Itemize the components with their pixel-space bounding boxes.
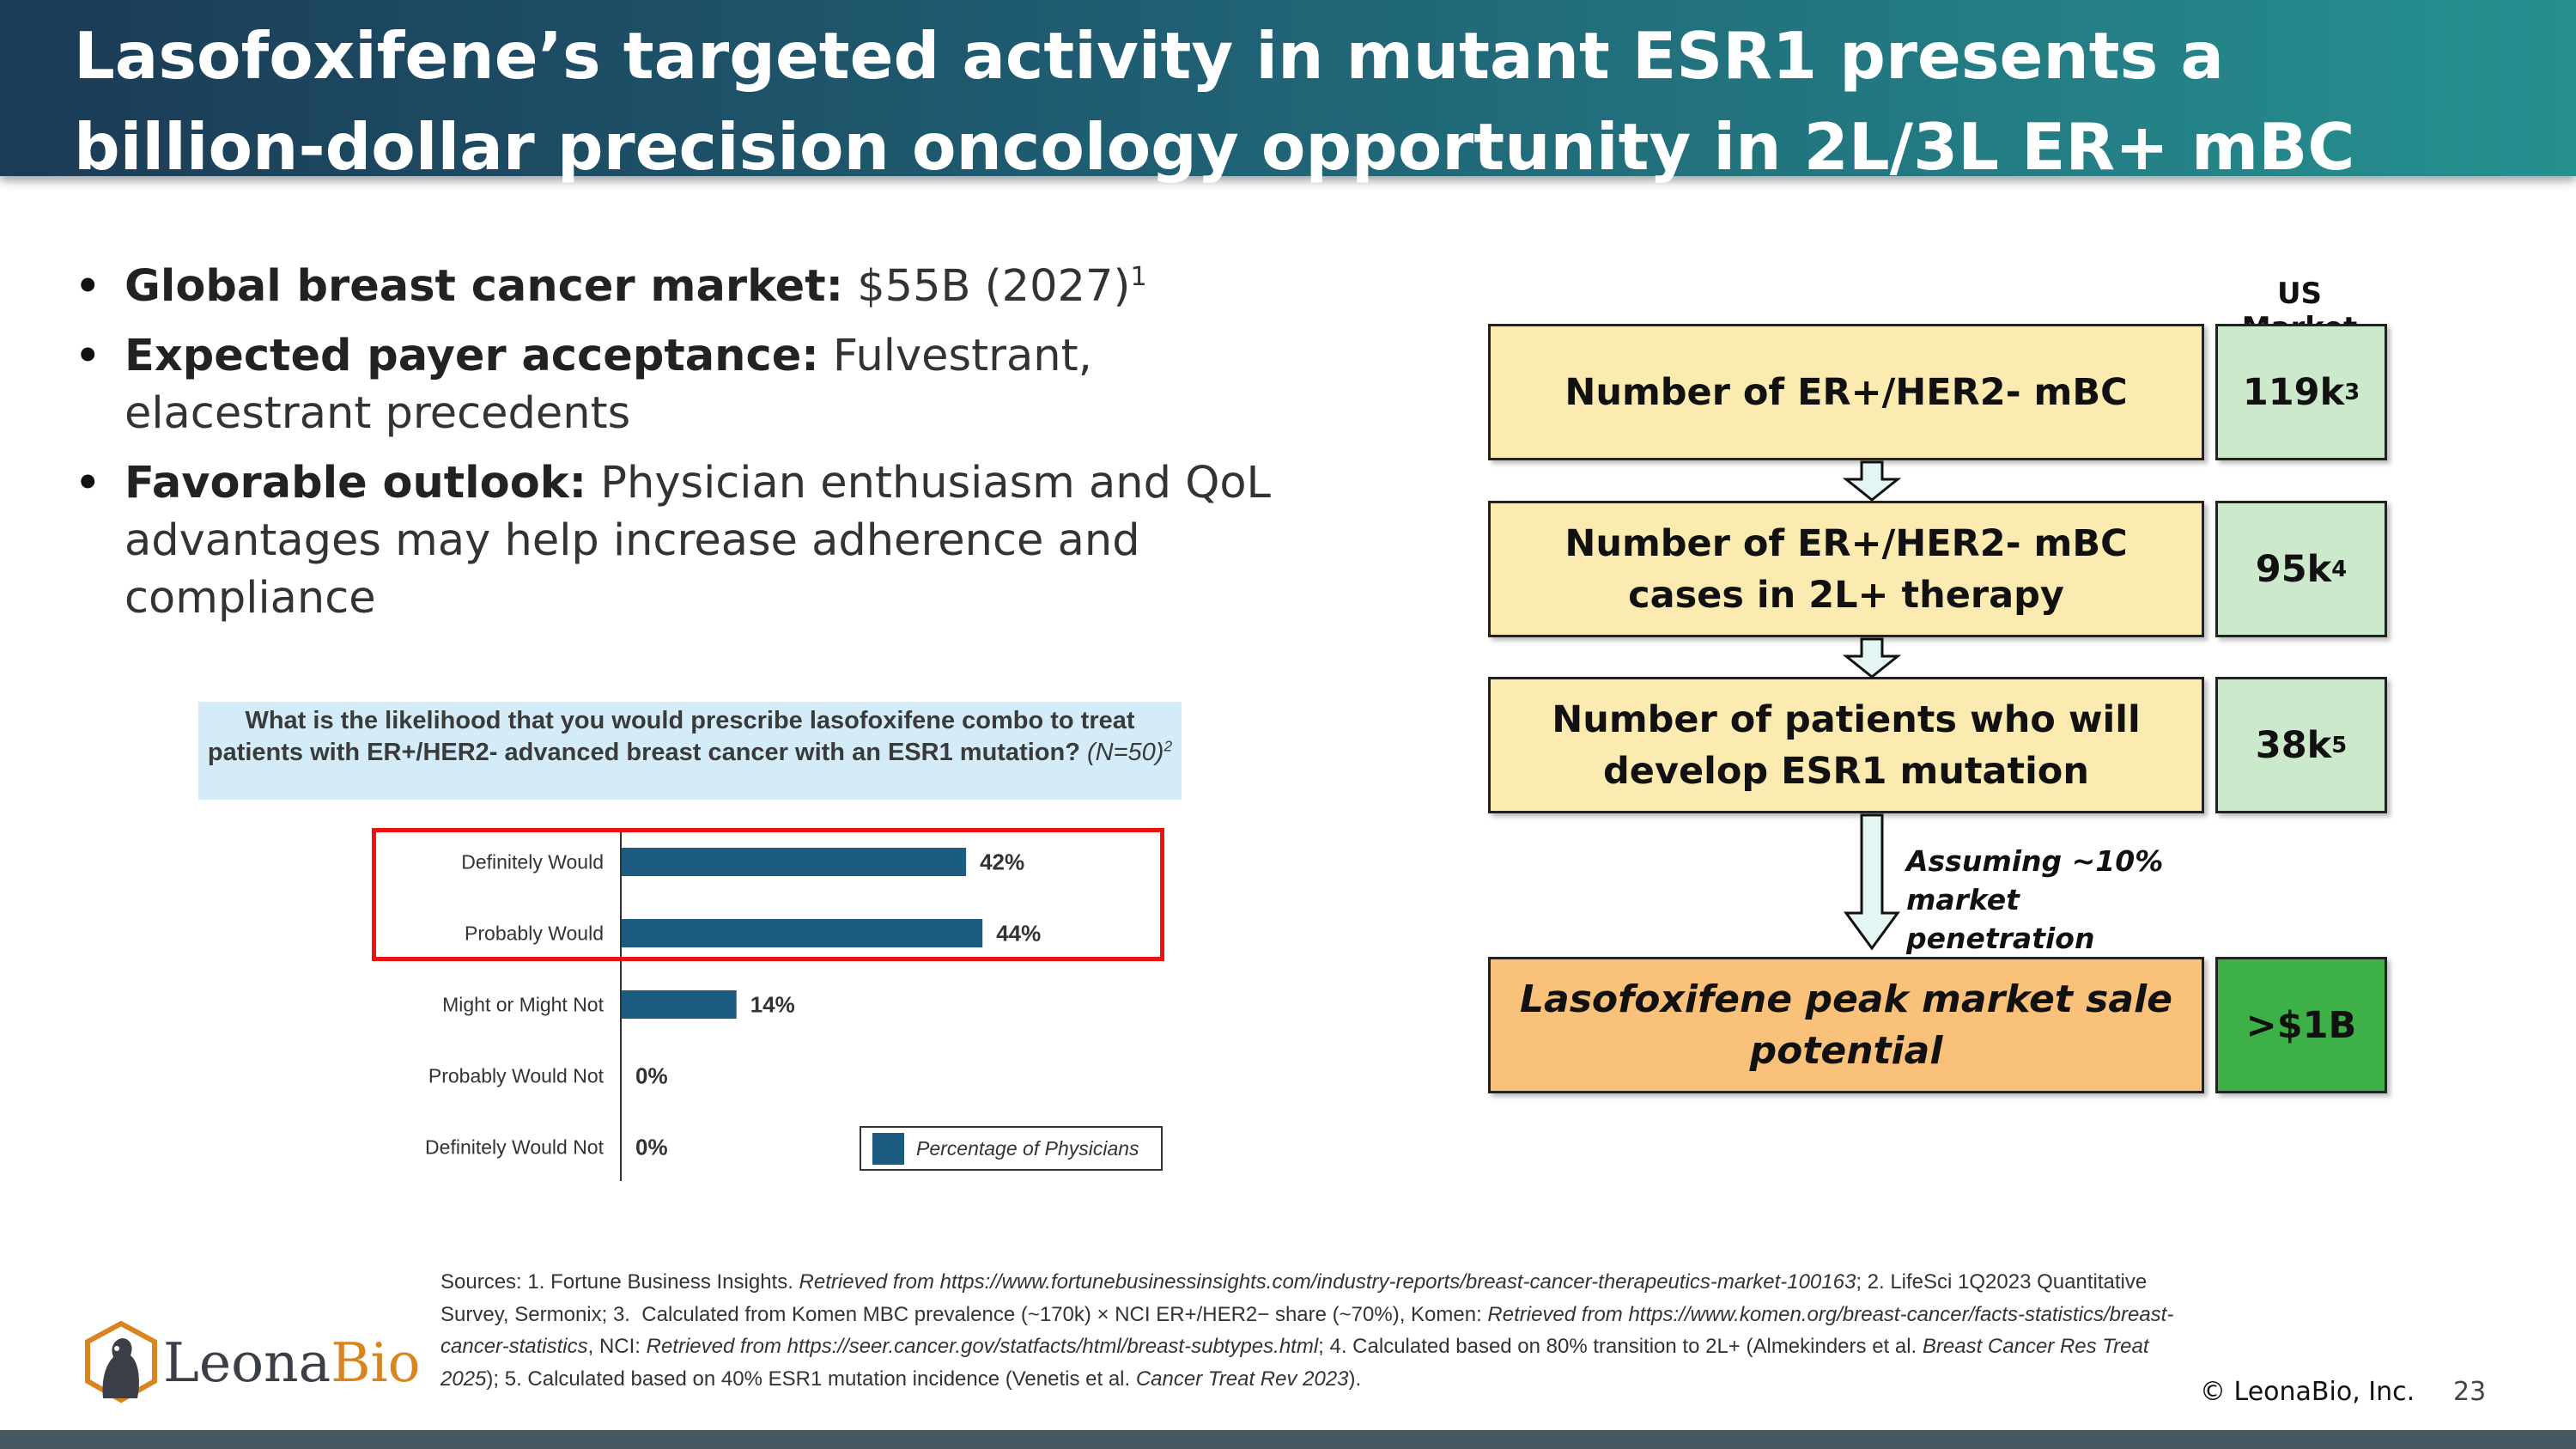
market-value: 95k [2255, 547, 2332, 591]
down-arrow-icon [1844, 813, 1900, 951]
bullet-item: • Global breast cancer market: $55B (2027… [74, 258, 1302, 315]
funnel-step-label: Number of ER+/HER2- mBC [1564, 370, 2128, 414]
market-value: 38k [2255, 723, 2332, 767]
bullet-text: Fulvestrant, elacestrant precedents [125, 331, 1092, 439]
category-label: Probably Would [465, 922, 604, 945]
category-label: Probably Would Not [428, 1065, 605, 1087]
slide-title: Lasofoxifene’s targeted activity in muta… [74, 18, 2355, 185]
bullet-text: Physician enthusiasm and QoL advantages … [125, 458, 1271, 624]
chart-legend: Percentage of Physicians [860, 1126, 1163, 1171]
market-value-final: >$1B [2215, 957, 2387, 1093]
lion-logo-icon [85, 1321, 157, 1403]
funnel-step-label: Number of patients who will develop ESR1… [1552, 697, 2141, 793]
down-arrow-icon [1842, 637, 1902, 679]
bar [622, 990, 737, 1019]
sources-text: Sources: 1. Fortune Business Insights. R… [440, 1270, 2174, 1391]
survey-question-text: What is the likelihood that you would pr… [207, 707, 1135, 766]
funnel-step-2: Number of ER+/HER2- mBC cases in 2L+ the… [1488, 501, 2204, 637]
market-value-2: 95k 4 [2215, 501, 2387, 637]
funnel-step-3: Number of patients who will develop ESR1… [1488, 677, 2204, 813]
logo-wordmark: LeonaBio [163, 1330, 421, 1394]
assumption-note: Assuming ~10% market penetration [1906, 844, 2164, 955]
market-value-1: 119k 3 [2215, 324, 2387, 460]
footnote-ref: 2 [1163, 737, 1173, 755]
bullet-item: • Expected payer acceptance: Fulvestrant,… [74, 327, 1302, 442]
survey-question: What is the likelihood that you would pr… [198, 702, 1182, 800]
bullet-bold: Global breast cancer market: [125, 261, 843, 312]
data-label: 42% [980, 849, 1024, 875]
legend-swatch [872, 1132, 904, 1165]
market-value: >$1B [2245, 1003, 2357, 1047]
bullet-bold: Expected payer acceptance: [125, 331, 819, 381]
survey-n-label: (N=50) [1087, 739, 1164, 766]
bullet-item: • Favorable outlook: Physician enthusiasm… [74, 454, 1302, 627]
market-value: 119k [2242, 370, 2345, 414]
bullet-dot-icon: • [74, 455, 102, 510]
funnel-step-1: Number of ER+/HER2- mBC [1488, 324, 2204, 460]
highlight-box [372, 828, 1164, 961]
bullet-text: $55B (2027) [843, 261, 1131, 312]
survey-bar-chart: Definitely Would 42% Probably Would 44% Migh… [425, 828, 1041, 1181]
data-label: 0% [635, 1063, 668, 1089]
bullet-dot-icon: • [74, 328, 102, 383]
bar [622, 848, 967, 876]
data-label: 14% [750, 992, 795, 1018]
bottom-bar [0, 1430, 2576, 1449]
bullet-bold: Favorable outlook: [125, 458, 587, 508]
funnel-final-label: Lasofoxifene peak market sale potential [1520, 977, 2172, 1073]
down-arrow-icon [1842, 460, 1902, 502]
company-logo: LeonaBio [84, 1321, 421, 1403]
footnote-ref: 1 [1130, 262, 1147, 292]
page-number: 23 [2453, 1377, 2487, 1407]
category-label: Definitely Would [461, 851, 604, 874]
bullet-list: • Global breast cancer market: $55B (2027… [74, 258, 1302, 639]
data-label: 0% [635, 1135, 668, 1160]
funnel-final: Lasofoxifene peak market sale potential [1488, 957, 2204, 1093]
category-label: Definitely Would Not [425, 1136, 605, 1159]
copyright: © LeonaBio, Inc. [2200, 1377, 2415, 1407]
bullet-dot-icon: • [74, 259, 102, 314]
legend-label: Percentage of Physicians [916, 1136, 1139, 1160]
market-value-3: 38k 5 [2215, 677, 2387, 813]
category-label: Might or Might Not [442, 994, 605, 1016]
data-label: 44% [996, 921, 1041, 947]
funnel-step-label: Number of ER+/HER2- mBC cases in 2L+ the… [1564, 521, 2128, 617]
title-bar: Lasofoxifene’s targeted activity in muta… [0, 0, 2576, 185]
funnel-arrows [1842, 460, 1902, 951]
bar [622, 919, 983, 947]
